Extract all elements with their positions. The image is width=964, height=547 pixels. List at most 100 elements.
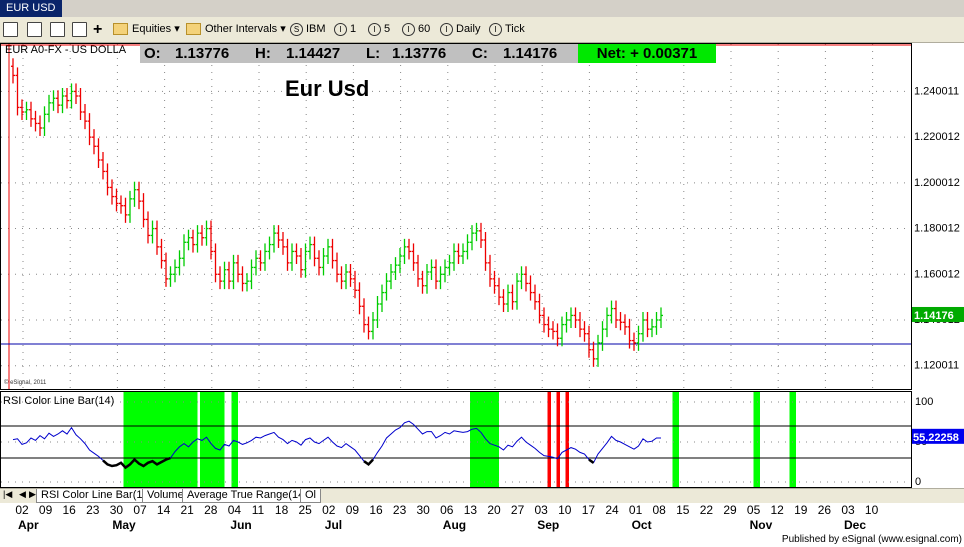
month-label: May — [112, 518, 136, 532]
month-label: Dec — [844, 518, 867, 532]
tab-rsi[interactable]: RSI Color Line Bar(14) — [36, 489, 158, 503]
y-tick-label: 1.220012 — [914, 131, 960, 143]
date-tick-label: 28 — [204, 503, 218, 517]
y-tick-label: 1.240011 — [914, 85, 959, 97]
month-label: Nov — [749, 518, 773, 532]
y-tick-label: 1.120011 — [914, 360, 959, 372]
rsi-panel[interactable] — [0, 391, 912, 488]
date-axis: 02 09 16 23 30 07 14 21 28 04 11 18 25 02 09 16 23 30 06 13… — [0, 503, 912, 547]
rsi-oversold-zone — [753, 392, 760, 487]
tab-oi[interactable]: Ol — [300, 489, 321, 503]
month-label: Jul — [324, 518, 343, 532]
rsi-oversold-zone — [470, 392, 499, 487]
date-tick-label: 13 — [463, 503, 478, 517]
month-label: Oct — [631, 518, 652, 532]
net-change-badge: Net: + 0.00371 — [578, 44, 716, 63]
interval-5-label: 5 — [384, 23, 391, 35]
add-icon[interactable]: + — [93, 21, 103, 38]
price-chart — [1, 44, 911, 389]
tab-scroll-prev-icon[interactable]: ◀ — [19, 489, 26, 499]
rsi-oversold-zone — [789, 392, 796, 487]
study-tabs: |◀ ◀ ▶ RSI Color Line Bar(14) Volume Ave… — [0, 488, 964, 503]
tick-button[interactable]: I Tick — [489, 21, 525, 38]
date-tick-label: 07 — [133, 503, 147, 517]
close-label: C: — [472, 45, 488, 62]
copyright-text: © eSignal, 2011 — [4, 380, 47, 386]
tick-label: Tick — [505, 23, 525, 35]
folder-icon — [113, 23, 128, 36]
date-tick-label: 03 — [534, 503, 548, 517]
date-tick-label: 24 — [605, 503, 619, 517]
net-label: Net: — [596, 45, 626, 62]
date-tick-label: 25 — [298, 503, 312, 517]
date-tick-label: 17 — [581, 503, 596, 517]
date-tick-label: 14 — [156, 503, 171, 517]
date-tick-label: 30 — [109, 503, 124, 517]
rsi-oversold-line — [363, 458, 374, 467]
net-value: + 0.00371 — [630, 45, 698, 62]
open-value: 1.13776 — [175, 45, 230, 62]
date-tick-label: 20 — [487, 503, 501, 517]
properties-icon[interactable] — [72, 21, 90, 38]
new-chart-icon[interactable] — [3, 21, 21, 38]
daily-button[interactable]: I Daily — [440, 21, 480, 38]
date-tick-label: 09 — [345, 503, 360, 517]
tab-atr[interactable]: Average True Range(14) — [182, 489, 313, 503]
save-icon[interactable] — [50, 21, 68, 38]
rsi-tick-label: 0 — [915, 476, 921, 488]
tab-volume[interactable]: Volume — [142, 489, 189, 503]
tab-scroll-first-icon[interactable]: |◀ — [3, 489, 13, 499]
close-value: 1.14176 — [503, 45, 558, 62]
low-value: 1.13776 — [392, 45, 447, 62]
date-tick-label: 23 — [392, 503, 407, 517]
date-tick-label: 15 — [676, 503, 690, 517]
date-tick-label: 30 — [416, 503, 430, 517]
last-price-label: 1.14176 — [914, 310, 954, 322]
equities-dropdown[interactable]: Equities ▾ — [113, 21, 180, 38]
last-price-box — [912, 306, 964, 322]
date-tick-label: 06 — [440, 503, 454, 517]
date-tick-label: 12 — [770, 503, 784, 517]
interval-60-label: 60 — [418, 23, 431, 35]
interval-label: Other Intervals — [205, 23, 278, 35]
rsi-oversold-line — [102, 456, 171, 470]
date-tick-label: 22 — [699, 503, 714, 517]
month-label: Sep — [537, 518, 560, 532]
month-label: Aug — [442, 518, 467, 532]
open-label: O: — [144, 45, 161, 62]
window-title: EUR USD — [0, 0, 62, 17]
date-tick-label: 23 — [86, 503, 100, 517]
refresh-icon[interactable] — [27, 21, 45, 38]
date-tick-label: 09 — [38, 503, 53, 517]
ohlc-readout: O: 1.13776 H: 1.14427 L: 1.13776 C: 1.14… — [140, 44, 578, 63]
date-tick-label: 10 — [558, 503, 572, 517]
y-tick-label: 1.200012 — [914, 177, 960, 189]
date-tick-label: 21 — [180, 503, 194, 517]
rsi-line — [12, 420, 661, 469]
rsi-oversold-zone — [672, 392, 679, 487]
date-tick-label: 02 — [322, 503, 336, 517]
interval-1-label: 1 — [350, 23, 357, 35]
intervals-dropdown[interactable]: Other Intervals ▾ — [186, 21, 286, 38]
daily-label: Daily — [456, 23, 481, 35]
tab-scroll-next-icon[interactable]: ▶ — [29, 489, 36, 499]
date-tick-label: 29 — [723, 503, 737, 517]
date-tick-label: 16 — [62, 503, 76, 517]
y-tick-label: 1.160012 — [914, 268, 960, 280]
rsi-label: RSI Color Line Bar(14) — [3, 395, 115, 407]
rsi-overbought-zone — [565, 392, 569, 487]
date-tick-label: 04 — [227, 503, 242, 517]
symbol-button[interactable]: S IBM — [290, 21, 326, 38]
symbol-label: IBM — [306, 23, 326, 35]
interval-60-button[interactable]: I 60 — [402, 21, 430, 38]
symbol-description: EUR A0-FX - US DOLLA — [5, 44, 127, 56]
date-tick-label: 27 — [510, 503, 525, 517]
rsi-oversold-zone — [231, 392, 238, 487]
low-label: L: — [366, 45, 381, 62]
rsi-last-label: 55.22258 — [913, 432, 959, 444]
price-panel[interactable] — [0, 43, 912, 390]
date-tick-label: 19 — [794, 503, 808, 517]
